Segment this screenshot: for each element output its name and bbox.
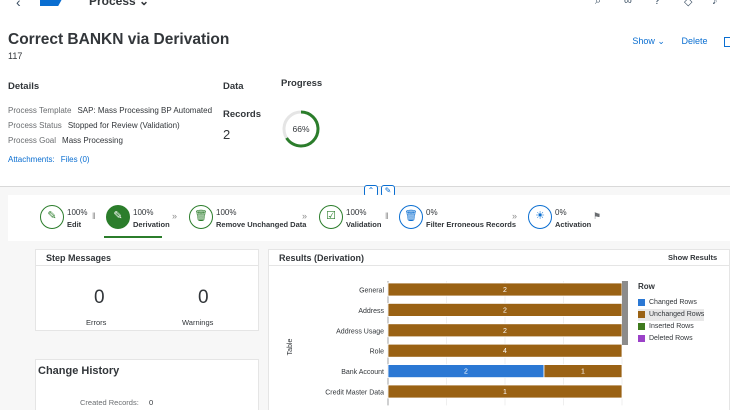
step-messages-title: Step Messages bbox=[46, 253, 112, 263]
results-chart: 2 2 2 4 2 1 1 General Address Address Usage Role B… bbox=[287, 281, 628, 406]
sap-logo[interactable] bbox=[40, 0, 66, 6]
category-label: Credit Master Data bbox=[325, 390, 384, 397]
change-history-tile bbox=[35, 359, 259, 410]
bar-segment[interactable] bbox=[387, 384, 623, 399]
bar-value-label: 2 bbox=[503, 307, 507, 314]
bar-value-label: 2 bbox=[464, 369, 468, 376]
bar-value-label: 2 bbox=[503, 328, 507, 335]
binoculars-icon[interactable]: ∞ bbox=[624, 0, 632, 7]
category-label: Role bbox=[370, 349, 385, 356]
records-label: Records bbox=[223, 109, 262, 120]
progress-percent: 66% bbox=[292, 124, 309, 134]
forward-icon: » bbox=[512, 211, 518, 221]
flag-icon: ⚑ bbox=[593, 211, 602, 221]
pause-icon: ‖ bbox=[385, 211, 389, 221]
bar-value-label: 4 bbox=[503, 348, 507, 355]
app-title[interactable]: Process ⌄ bbox=[89, 0, 150, 8]
bell-icon[interactable]: ♪ bbox=[712, 0, 718, 7]
trash-icon: 🗑 bbox=[399, 205, 423, 229]
page-subtitle: 117 bbox=[8, 51, 23, 61]
notification-diamond-icon[interactable]: ◇ bbox=[684, 0, 693, 8]
legend-inserted-rows[interactable]: Inserted Rows bbox=[638, 321, 704, 333]
created-records-value: 0 bbox=[149, 398, 154, 407]
help-icon[interactable]: ? bbox=[654, 0, 661, 7]
category-label: General bbox=[359, 288, 384, 295]
errors-count[interactable]: 0 bbox=[94, 287, 105, 308]
chart-scrollbar[interactable] bbox=[622, 281, 628, 345]
bar-segment[interactable] bbox=[543, 364, 623, 378]
tile-divider bbox=[36, 265, 258, 266]
edit-icon: ✎ bbox=[106, 205, 130, 229]
forward-icon: » bbox=[302, 211, 308, 221]
files-link[interactable]: Files (0) bbox=[60, 155, 90, 164]
chart-ylabel: Table bbox=[287, 339, 294, 356]
change-history-title: Change History bbox=[38, 365, 120, 377]
bar-segment[interactable] bbox=[387, 343, 623, 358]
checklist-icon: ☑ bbox=[319, 205, 343, 229]
show-results-link[interactable]: Show Results bbox=[668, 253, 718, 262]
back-icon[interactable]: ‹ bbox=[16, 0, 21, 10]
pause-icon: ‖ bbox=[92, 211, 96, 221]
legend-changed-rows[interactable]: Changed Rows bbox=[638, 297, 704, 309]
records-value: 2 bbox=[223, 127, 231, 142]
show-button[interactable]: Show ⌄ bbox=[632, 36, 665, 46]
header-toggle: ⌃ ✎ bbox=[364, 180, 398, 198]
trash-icon: 🗑 bbox=[189, 205, 213, 229]
errors-label: Errors bbox=[86, 318, 107, 327]
attachments: Attachments: Files (0) bbox=[8, 155, 90, 164]
tile-divider bbox=[269, 265, 729, 266]
process-status: Process Status Stopped for Review (Valida… bbox=[8, 121, 180, 130]
step-messages-tile bbox=[35, 249, 259, 331]
chart-legend: Row Changed Rows Unchanged Rows Inserted… bbox=[638, 282, 705, 345]
bar-value-label: 2 bbox=[503, 287, 507, 294]
bar-value-label: 1 bbox=[503, 389, 507, 396]
lightbulb-icon: ☀ bbox=[528, 205, 552, 229]
process-template: Process Template SAP: Mass Processing BP … bbox=[8, 106, 213, 115]
search-icon[interactable]: ⌕ bbox=[595, 0, 602, 7]
process-goal: Process Goal Mass Processing bbox=[8, 136, 123, 145]
progress-ring: 66% bbox=[282, 110, 320, 148]
warnings-count[interactable]: 0 bbox=[198, 287, 209, 308]
results-title: Results (Derivation) bbox=[279, 253, 365, 263]
shell-bar: ‹ Process ⌄ ⌕ ∞ ? ◇ ♪ bbox=[0, 0, 730, 12]
bar-value-label: 1 bbox=[581, 369, 585, 376]
created-records-label: Created Records: bbox=[80, 398, 139, 407]
header-actions: Show ⌄ Delete bbox=[604, 36, 730, 47]
category-label: Bank Account bbox=[341, 369, 384, 376]
forward-icon: » bbox=[172, 211, 178, 221]
legend-deleted-rows[interactable]: Deleted Rows bbox=[638, 333, 704, 345]
delete-button[interactable]: Delete bbox=[681, 36, 708, 46]
legend-title: Row bbox=[638, 282, 655, 291]
data-heading: Data bbox=[223, 81, 244, 92]
details-heading: Details bbox=[8, 81, 40, 92]
page-title: Correct BANKN via Derivation bbox=[8, 31, 230, 48]
category-label: Address Usage bbox=[336, 328, 384, 335]
edit-icon: ✎ bbox=[40, 205, 64, 229]
warnings-label: Warnings bbox=[182, 318, 214, 327]
selected-step-indicator bbox=[104, 236, 162, 238]
progress-heading: Progress bbox=[281, 78, 323, 89]
legend-unchanged-rows[interactable]: Unchanged Rows bbox=[638, 309, 705, 321]
category-label: Address bbox=[358, 308, 384, 315]
overflow-icon[interactable] bbox=[724, 36, 730, 47]
